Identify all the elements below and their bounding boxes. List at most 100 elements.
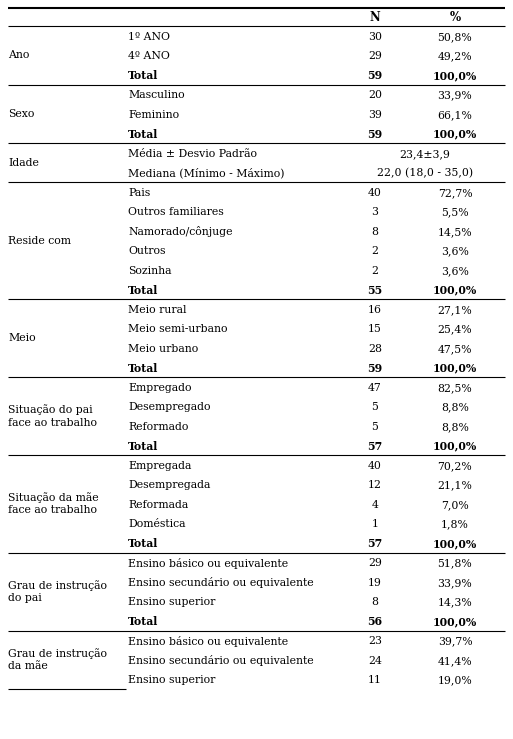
Text: 39,7%: 39,7% xyxy=(438,636,472,646)
Text: Ensino secundário ou equivalente: Ensino secundário ou equivalente xyxy=(128,655,313,667)
Text: 15: 15 xyxy=(368,324,382,334)
Text: 40: 40 xyxy=(368,460,382,471)
Text: 41,4%: 41,4% xyxy=(438,655,472,666)
Text: Reformado: Reformado xyxy=(128,422,188,432)
Text: 19,0%: 19,0% xyxy=(438,675,472,685)
Text: Mediana (Mínimo - Máximo): Mediana (Mínimo - Máximo) xyxy=(128,168,285,179)
Text: Pais: Pais xyxy=(128,188,150,198)
Text: 27,1%: 27,1% xyxy=(438,304,472,315)
Text: Empregado: Empregado xyxy=(128,383,191,392)
Text: Masculino: Masculino xyxy=(128,90,185,101)
Text: 14,3%: 14,3% xyxy=(438,597,472,607)
Text: Média ± Desvio Padrão: Média ± Desvio Padrão xyxy=(128,149,257,159)
Text: Situação do pai
face ao trabalho: Situação do pai face ao trabalho xyxy=(8,404,97,428)
Text: %: % xyxy=(449,11,461,24)
Text: 3,6%: 3,6% xyxy=(441,266,469,276)
Text: 23,4±3,9: 23,4±3,9 xyxy=(400,149,450,159)
Text: 11: 11 xyxy=(368,675,382,685)
Text: 100,0%: 100,0% xyxy=(433,129,477,140)
Text: 100,0%: 100,0% xyxy=(433,70,477,81)
Text: 20: 20 xyxy=(368,90,382,101)
Text: Grau de instrução
do pai: Grau de instrução do pai xyxy=(8,580,107,603)
Text: 5: 5 xyxy=(371,402,379,412)
Text: 2: 2 xyxy=(371,266,379,276)
Text: 70,2%: 70,2% xyxy=(438,460,472,471)
Text: 16: 16 xyxy=(368,304,382,315)
Text: 100,0%: 100,0% xyxy=(433,363,477,374)
Text: 28: 28 xyxy=(368,344,382,354)
Text: 57: 57 xyxy=(367,538,383,549)
Text: Ano: Ano xyxy=(8,50,29,61)
Text: 50,8%: 50,8% xyxy=(438,32,472,41)
Text: Total: Total xyxy=(128,538,159,549)
Text: Ensino superior: Ensino superior xyxy=(128,597,215,607)
Text: 5,5%: 5,5% xyxy=(441,207,469,217)
Text: 100,0%: 100,0% xyxy=(433,538,477,549)
Text: Reside com: Reside com xyxy=(8,236,71,245)
Text: 8,8%: 8,8% xyxy=(441,402,469,412)
Text: 33,9%: 33,9% xyxy=(438,578,472,588)
Text: 4: 4 xyxy=(371,500,379,510)
Text: 59: 59 xyxy=(367,363,383,374)
Text: Namorado/cônjuge: Namorado/cônjuge xyxy=(128,226,232,237)
Text: 14,5%: 14,5% xyxy=(438,227,472,236)
Text: 8: 8 xyxy=(371,597,379,607)
Text: 2: 2 xyxy=(371,246,379,256)
Text: Total: Total xyxy=(128,285,159,296)
Text: 22,0 (18,0 - 35,0): 22,0 (18,0 - 35,0) xyxy=(377,168,473,178)
Text: 12: 12 xyxy=(368,480,382,490)
Text: 49,2%: 49,2% xyxy=(438,51,472,61)
Text: 82,5%: 82,5% xyxy=(438,383,472,392)
Text: 4º ANO: 4º ANO xyxy=(128,51,170,61)
Text: 47,5%: 47,5% xyxy=(438,344,472,354)
Text: Ensino básico ou equivalente: Ensino básico ou equivalente xyxy=(128,558,288,569)
Text: Sozinha: Sozinha xyxy=(128,266,171,276)
Text: 33,9%: 33,9% xyxy=(438,90,472,101)
Text: 66,1%: 66,1% xyxy=(438,109,472,120)
Text: 55: 55 xyxy=(367,285,383,296)
Text: Sexo: Sexo xyxy=(8,109,34,119)
Text: 5: 5 xyxy=(371,422,379,432)
Text: 24: 24 xyxy=(368,655,382,666)
Text: Doméstica: Doméstica xyxy=(128,520,186,529)
Text: 51,8%: 51,8% xyxy=(438,558,472,568)
Text: 30: 30 xyxy=(368,32,382,41)
Text: Total: Total xyxy=(128,129,159,140)
Text: Meio urbano: Meio urbano xyxy=(128,344,198,354)
Text: 19: 19 xyxy=(368,578,382,588)
Text: 100,0%: 100,0% xyxy=(433,440,477,452)
Text: Ensino superior: Ensino superior xyxy=(128,675,215,685)
Text: 100,0%: 100,0% xyxy=(433,616,477,627)
Text: Ensino básico ou equivalente: Ensino básico ou equivalente xyxy=(128,636,288,647)
Text: Meio rural: Meio rural xyxy=(128,304,187,315)
Text: 29: 29 xyxy=(368,558,382,568)
Text: 25,4%: 25,4% xyxy=(438,324,472,334)
Text: 1º ANO: 1º ANO xyxy=(128,32,170,41)
Text: 3: 3 xyxy=(371,207,379,217)
Text: Total: Total xyxy=(128,616,159,627)
Text: Situação da mãe
face ao trabalho: Situação da mãe face ao trabalho xyxy=(8,492,98,515)
Text: Ensino secundário ou equivalente: Ensino secundário ou equivalente xyxy=(128,577,313,588)
Text: Desempregado: Desempregado xyxy=(128,402,210,412)
Text: 1,8%: 1,8% xyxy=(441,520,469,529)
Text: 100,0%: 100,0% xyxy=(433,285,477,296)
Text: 57: 57 xyxy=(367,440,383,452)
Text: Feminino: Feminino xyxy=(128,109,179,120)
Text: 39: 39 xyxy=(368,109,382,120)
Text: Meio: Meio xyxy=(8,333,35,343)
Text: 59: 59 xyxy=(367,70,383,81)
Text: Empregada: Empregada xyxy=(128,460,191,471)
Text: 7,0%: 7,0% xyxy=(441,500,469,510)
Text: 21,1%: 21,1% xyxy=(438,480,472,490)
Text: Total: Total xyxy=(128,440,159,452)
Text: Total: Total xyxy=(128,70,159,81)
Text: Grau de instrução
da mãe: Grau de instrução da mãe xyxy=(8,648,107,671)
Text: 3,6%: 3,6% xyxy=(441,246,469,256)
Text: 47: 47 xyxy=(368,383,382,392)
Text: 40: 40 xyxy=(368,188,382,198)
Text: 56: 56 xyxy=(367,616,383,627)
Text: Total: Total xyxy=(128,363,159,374)
Text: Outros: Outros xyxy=(128,246,166,256)
Text: Meio semi-urbano: Meio semi-urbano xyxy=(128,324,227,334)
Text: 8: 8 xyxy=(371,227,379,236)
